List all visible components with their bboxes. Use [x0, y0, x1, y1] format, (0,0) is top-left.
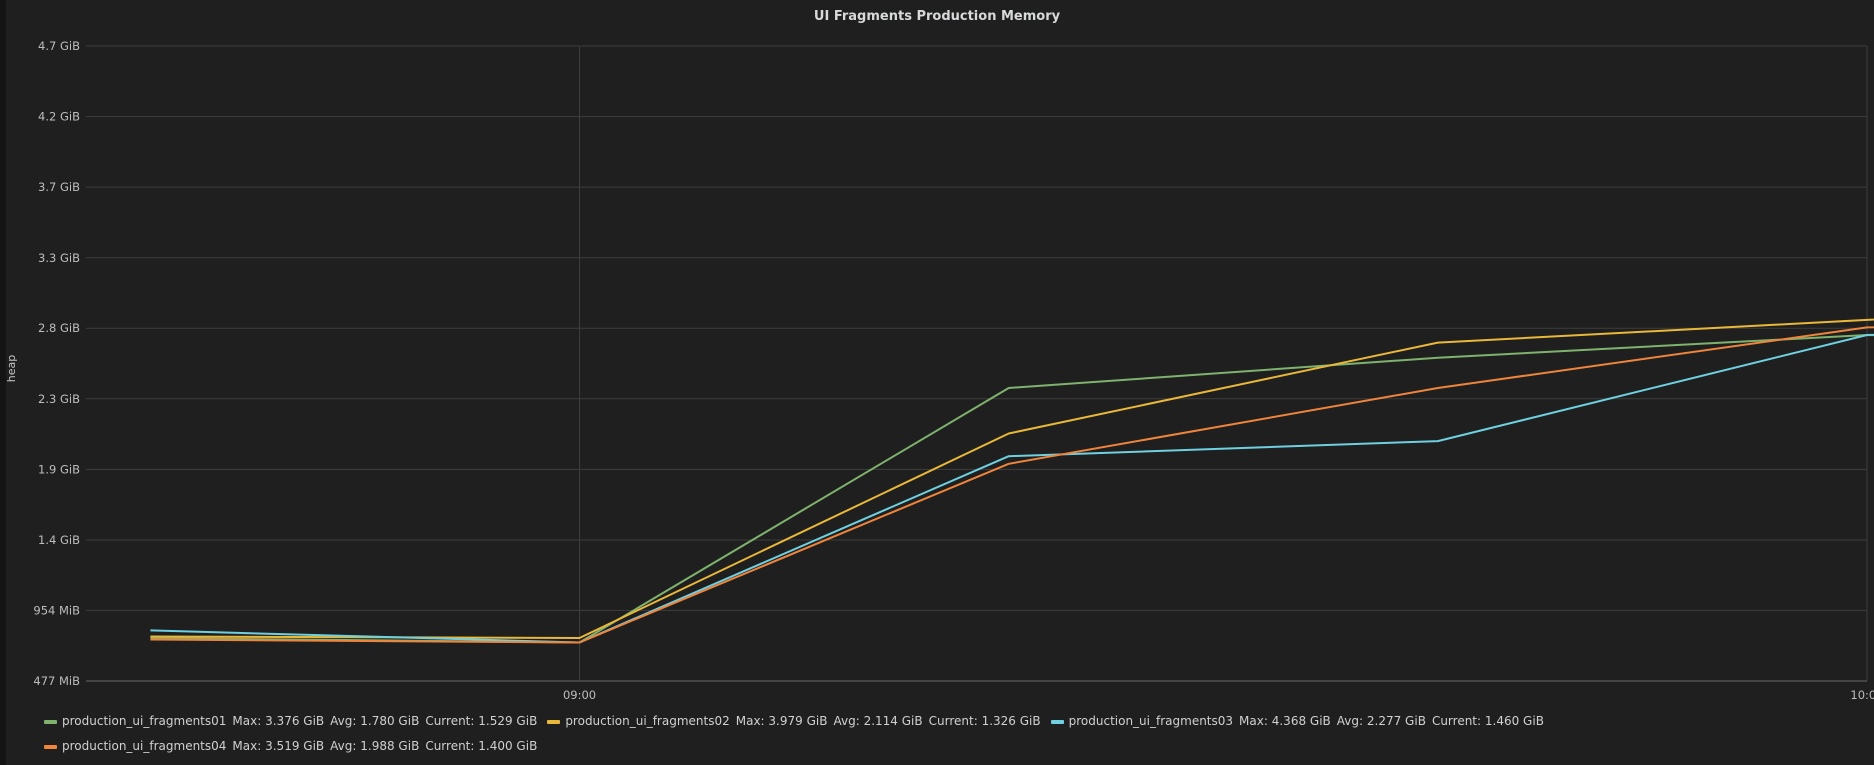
- legend-row: production_ui_fragments01 Max: 3.376 GiB A…: [44, 714, 1554, 728]
- legend-avg-value: 1.780 GiB: [360, 714, 420, 728]
- legend-max-value: 4.368 GiB: [1271, 714, 1331, 728]
- legend-item[interactable]: production_ui_fragments02 Max: 3.979 GiB A…: [547, 714, 1041, 728]
- y-tick-label: 1.9 GiB: [38, 462, 80, 476]
- legend-swatch: [44, 744, 57, 749]
- series-lines: [150, 318, 1874, 644]
- legend-max-value: 3.376 GiB: [265, 714, 325, 728]
- x-axis-ticks: 09:0010:0011:0012:0013:0014:0015:0016:00…: [563, 688, 1874, 702]
- legend-max-label: Max:: [1239, 714, 1268, 728]
- x-tick-label: 10:00: [1850, 688, 1874, 702]
- legend-current-value: 1.529 GiB: [478, 714, 538, 728]
- y-tick-label: 3.7 GiB: [38, 180, 80, 194]
- legend-swatch: [44, 719, 57, 724]
- legend-avg-label: Avg:: [330, 739, 357, 753]
- legend-series-name[interactable]: production_ui_fragments01: [62, 714, 227, 728]
- legend-series-name[interactable]: production_ui_fragments04: [62, 739, 227, 753]
- y-tick-label: 477 MiB: [33, 674, 80, 688]
- legend-avg-value: 2.114 GiB: [863, 714, 923, 728]
- legend-current-label: Current:: [425, 714, 475, 728]
- x-tick-label: 09:00: [563, 688, 596, 702]
- series-line-production_ui_fragments02: [150, 318, 1874, 639]
- legend-item[interactable]: production_ui_fragments03 Max: 4.368 GiB A…: [1050, 714, 1544, 728]
- y-tick-label: 4.7 GiB: [38, 39, 80, 53]
- legend-avg-value: 2.277 GiB: [1366, 714, 1426, 728]
- y-tick-label: 1.4 GiB: [38, 533, 80, 547]
- legend-max-label: Max:: [232, 714, 262, 728]
- panel-title[interactable]: UI Fragments Production Memory: [813, 9, 1061, 24]
- y-tick-label: 2.3 GiB: [38, 392, 80, 406]
- y-axis-ticks: 477 MiB 954 MiB 1.4 GiB 1.9 GiB 2.3 GiB 2.8 G…: [33, 39, 80, 688]
- legend-avg-value: 1.988 GiB: [360, 739, 420, 753]
- y-tick-label: 2.8 GiB: [38, 321, 80, 335]
- panel-edge: [0, 0, 6, 765]
- y-tick-label: 954 MiB: [33, 603, 80, 617]
- y-tick-label: 4.2 GiB: [38, 110, 80, 124]
- legend-series-name[interactable]: production_ui_fragments03: [1068, 714, 1234, 728]
- legend-current-value: 1.326 GiB: [981, 714, 1041, 728]
- legend-current-label: Current:: [928, 714, 978, 728]
- legend-item[interactable]: production_ui_fragments04 Max: 3.519 GiB A…: [44, 739, 537, 753]
- legend-avg-label: Avg:: [1336, 714, 1364, 728]
- legend-current-value: 1.400 GiB: [478, 739, 538, 753]
- legend-max-value: 3.519 GiB: [265, 739, 325, 753]
- legend-max-label: Max:: [735, 714, 765, 728]
- y-tick-label: 3.3 GiB: [38, 251, 80, 265]
- legend-current-value: 1.460 GiB: [1484, 714, 1544, 728]
- legend-max-label: Max:: [232, 739, 262, 753]
- legend-row: production_ui_fragments04 Max: 3.519 GiB A…: [44, 739, 547, 753]
- legend-item[interactable]: production_ui_fragments01 Max: 3.376 GiB A…: [44, 714, 537, 728]
- legend-swatch: [1050, 719, 1064, 724]
- legend-avg-label: Avg:: [833, 714, 860, 728]
- legend-current-label: Current:: [425, 739, 475, 753]
- legend-series-name[interactable]: production_ui_fragments02: [565, 714, 730, 728]
- legend-swatch: [547, 719, 561, 724]
- series-line-production_ui_fragments03: [150, 333, 1874, 644]
- series-line-production_ui_fragments01: [150, 334, 1874, 644]
- legend-max-value: 3.979 GiB: [768, 714, 828, 728]
- legend-avg-label: Avg:: [330, 714, 357, 728]
- legend-current-label: Current:: [1431, 714, 1482, 728]
